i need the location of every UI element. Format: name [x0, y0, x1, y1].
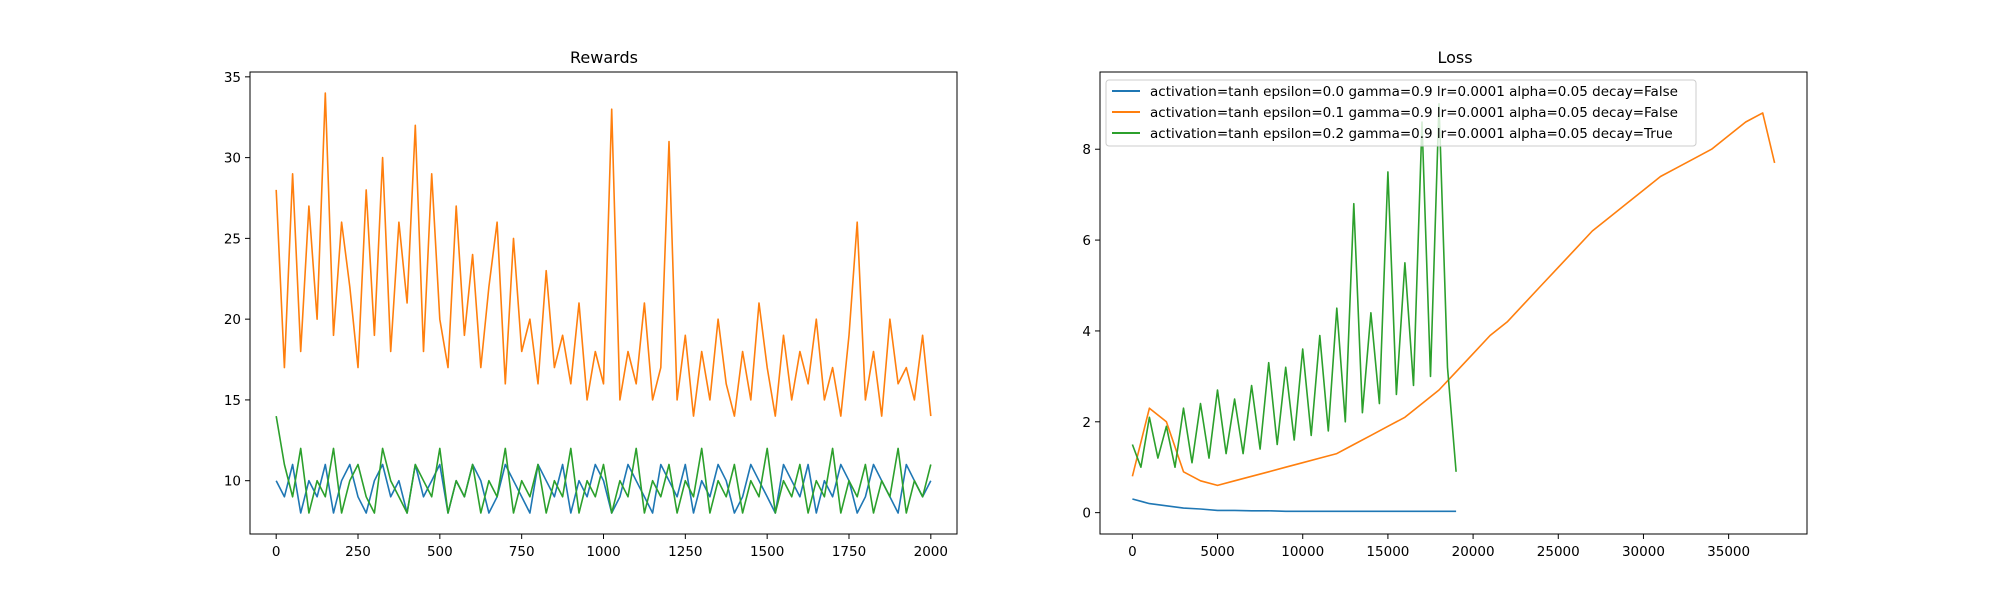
loss-chart: Loss 0 5000 10000 15000 20000 25000 30000 35000…: [1082, 48, 1808, 560]
rewards-y-tick-label: 30: [224, 151, 241, 167]
legend-box: [1105, 79, 1697, 147]
legend-label-0: activation=tanh epsilon=0.0 gamma=0.9 lr…: [1150, 84, 1678, 100]
rewards-x-tick-label: 1000: [586, 544, 620, 560]
rewards-x-tick-label: 250: [345, 544, 371, 560]
loss-x-tick-label: 0: [1128, 544, 1137, 560]
loss-x-tick-label: 25000: [1537, 544, 1580, 560]
rewards-x-tick-label: 0: [272, 544, 281, 560]
loss-x-tick-label: 20000: [1452, 544, 1495, 560]
loss-chart-title: Loss: [1437, 48, 1472, 67]
rewards-x-tick-label: 1250: [668, 544, 702, 560]
rewards-x-tick-label: 750: [509, 544, 535, 560]
legend-label-2: activation=tanh epsilon=0.2 gamma=0.9 lr…: [1150, 126, 1673, 142]
rewards-y-tick-label: 25: [224, 231, 241, 247]
loss-x-axis: 0 5000 10000 15000 20000 25000 30000 35000: [1128, 534, 1750, 560]
rewards-x-axis: 0 250 500 750 1000 1250 1500 1750 2000: [272, 534, 948, 560]
rewards-x-tick-label: 1500: [750, 544, 784, 560]
rewards-chart-title: Rewards: [570, 48, 638, 67]
loss-y-tick-label: 4: [1082, 324, 1091, 340]
loss-y-tick-label: 2: [1082, 415, 1091, 431]
loss-y-tick-label: 6: [1082, 233, 1091, 249]
rewards-plot-frame: [249, 71, 958, 535]
rewards-y-axis: 10 15 20 25 30 35: [224, 70, 250, 490]
loss-series-1-line: [1131, 112, 1776, 487]
rewards-x-tick-label: 500: [427, 544, 453, 560]
rewards-y-tick-label: 10: [224, 474, 241, 490]
loss-series-0-line: [1132, 498, 1457, 513]
loss-plot-lines: [1131, 103, 1776, 513]
loss-y-tick-label: 0: [1082, 506, 1091, 522]
loss-legend: activation=tanh epsilon=0.0 gamma=0.9 lr…: [1105, 79, 1697, 147]
rewards-y-tick-label: 15: [224, 393, 241, 409]
rewards-x-tick-label: 1750: [832, 544, 866, 560]
loss-x-tick-label: 5000: [1200, 544, 1234, 560]
legend-label-1: activation=tanh epsilon=0.1 gamma=0.9 lr…: [1150, 105, 1678, 121]
loss-x-tick-label: 30000: [1622, 544, 1665, 560]
loss-x-tick-label: 10000: [1281, 544, 1324, 560]
loss-x-tick-label: 35000: [1707, 544, 1750, 560]
loss-series-2-line: [1131, 103, 1457, 472]
loss-plot-frame: [1099, 71, 1808, 535]
rewards-plot-lines: [275, 92, 932, 514]
rewards-y-tick-label: 20: [224, 312, 241, 328]
rewards-x-tick-label: 2000: [914, 544, 948, 560]
rewards-series-2-line: [275, 415, 932, 514]
rewards-chart: Rewards 0 250 500 750 1000 1250 1500 1750 2000 1…: [224, 48, 958, 560]
rewards-series-1-line: [275, 92, 932, 417]
loss-x-tick-label: 15000: [1366, 544, 1409, 560]
rewards-y-tick-label: 35: [224, 70, 241, 86]
loss-y-axis: 0 2 4 6 8: [1082, 142, 1100, 522]
loss-y-tick-label: 8: [1082, 142, 1091, 158]
